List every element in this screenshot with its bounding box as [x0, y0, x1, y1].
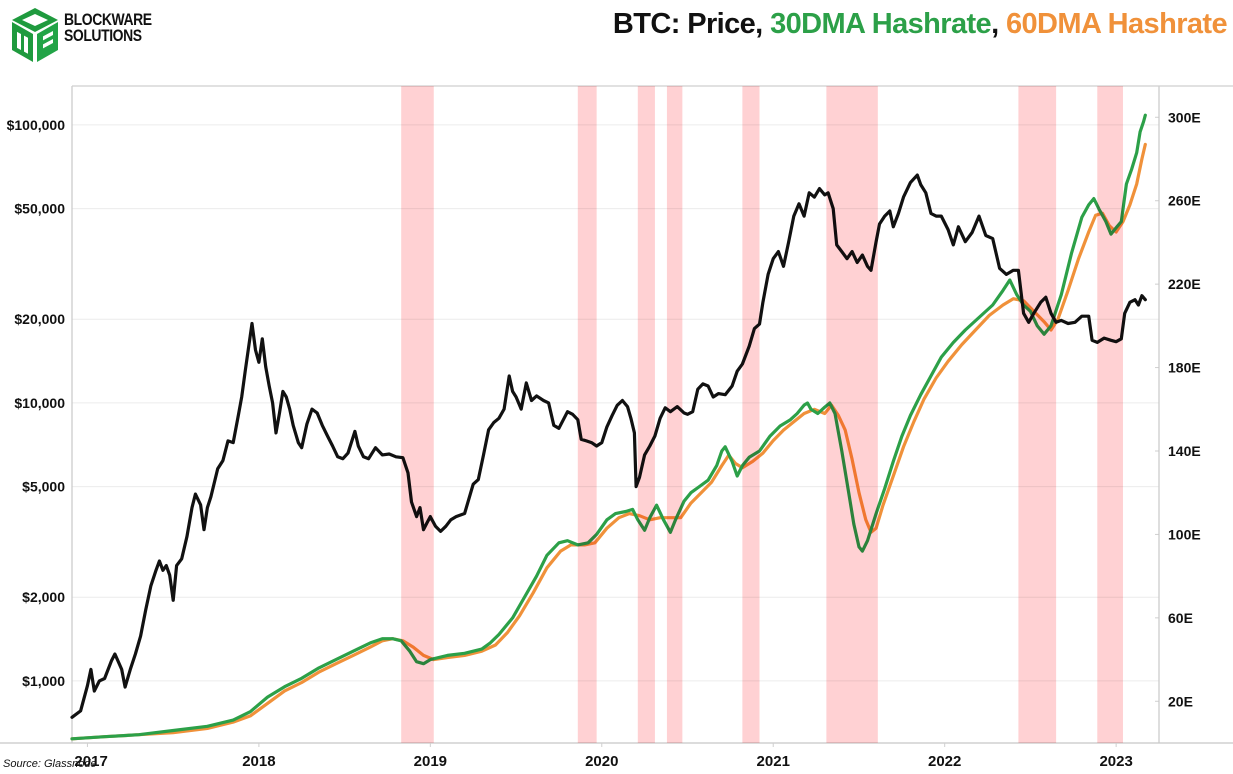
right-tick-label: 300E [1168, 109, 1201, 125]
right-tick-label: 140E [1168, 443, 1201, 459]
chart-title: BTC: Price, 30DMA Hashrate, 60DMA Hashra… [612, 8, 1228, 41]
shaded-period [401, 86, 434, 743]
shaded-periods-overlay [401, 86, 1123, 743]
x-tick-label: 2021 [757, 753, 790, 770]
shaded-period [637, 86, 655, 743]
x-tick-label: 2022 [928, 753, 961, 770]
x-tick-label: 2023 [1099, 753, 1132, 770]
blockware-logo [12, 8, 58, 62]
shaded-period [742, 86, 760, 743]
title-price: BTC: Price, [612, 8, 771, 40]
left-tick-label: $2,000 [22, 589, 65, 605]
left-axis-ticks: $1,000 $2,000 $5,000 $10,000 $20,000 $50,000 $… [7, 117, 66, 689]
right-axis-ticks: 20E 60E 100E 140E 180E 220E 260E 300E [1168, 109, 1201, 709]
left-tick-label: $100,000 [7, 117, 66, 133]
right-tick-label: 180E [1168, 360, 1201, 376]
right-tick-label: 60E [1168, 610, 1193, 626]
left-tick-label: $10,000 [14, 395, 65, 411]
title-30dma: 30DMA Hashrate [770, 8, 992, 40]
brand-name-line1: BLOCKWARE [64, 10, 152, 29]
right-tick-label: 100E [1168, 526, 1201, 542]
x-tick-label: 2017 [74, 753, 107, 770]
right-tick-label: 220E [1168, 276, 1201, 292]
right-tick-label: 260E [1168, 193, 1201, 209]
left-tick-label: $50,000 [14, 201, 65, 217]
x-axis-ticks: 2017 2018 2019 2020 2021 2022 2023 [74, 743, 1133, 770]
x-tick-label: 2020 [585, 753, 618, 770]
left-tick-label: $5,000 [22, 479, 65, 495]
right-tick-label: 20E [1168, 693, 1193, 709]
left-tick-label: $20,000 [14, 311, 65, 327]
title-separator: , [991, 8, 1006, 40]
brand-name: BLOCKWARE SOLUTIONS [64, 10, 152, 45]
cube-bs-logo-icon [12, 8, 58, 62]
x-tick-label: 2019 [414, 753, 447, 770]
title-60dma: 60DMA Hashrate [1006, 8, 1228, 40]
brand-name-line2: SOLUTIONS [64, 26, 142, 45]
shaded-period [577, 86, 597, 743]
left-tick-label: $1,000 [22, 673, 65, 689]
shaded-period [666, 86, 683, 743]
x-tick-label: 2018 [242, 753, 275, 770]
shaded-period [826, 86, 878, 743]
shaded-period [1097, 86, 1123, 743]
series-line-btc-price [70, 173, 1147, 719]
shaded-period [1018, 86, 1057, 743]
source-note: Source: Glassnode [3, 758, 97, 770]
